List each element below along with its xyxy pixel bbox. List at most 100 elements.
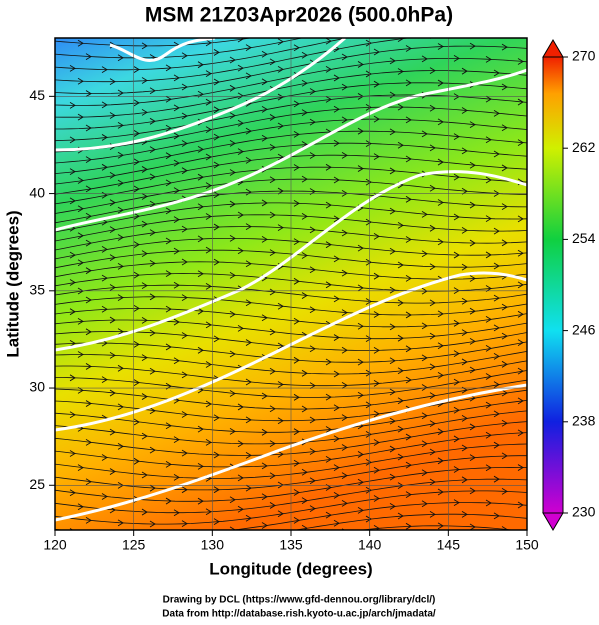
flow-arrow xyxy=(429,184,436,192)
flow-arrow xyxy=(341,346,348,354)
flow-arrow xyxy=(421,130,428,138)
flow-arrow xyxy=(301,109,308,117)
y-tick-label: 35 xyxy=(29,282,45,298)
flow-arrow xyxy=(166,31,171,37)
flow-arrow xyxy=(421,55,428,63)
flow-arrow xyxy=(165,270,172,278)
flow-arrow xyxy=(429,104,436,112)
flow-arrow xyxy=(293,356,300,364)
flow-arrow xyxy=(461,107,468,114)
flow-arrow xyxy=(470,7,475,13)
flow-arrow xyxy=(117,442,124,450)
flow-arrow xyxy=(333,295,340,303)
flow-arrow xyxy=(309,266,316,274)
flow-arrow xyxy=(117,403,124,411)
flow-arrow xyxy=(501,124,508,132)
flow-arrow xyxy=(261,522,268,529)
flow-arrow xyxy=(181,52,188,60)
flow-arrow xyxy=(197,203,204,211)
flow-arrow xyxy=(165,343,172,351)
flow-arrow xyxy=(110,543,115,549)
flow-arrow xyxy=(141,282,148,289)
flow-arrow xyxy=(493,441,500,449)
flow-arrow xyxy=(421,469,428,477)
contour-line xyxy=(55,271,527,432)
flow-arrow xyxy=(213,414,220,422)
flow-arrow xyxy=(389,388,396,396)
flow-arrow xyxy=(197,307,204,315)
flow-arrow xyxy=(205,321,212,329)
flow-arrow xyxy=(517,215,524,223)
flow-arrow xyxy=(462,31,467,37)
flow-arrow xyxy=(117,151,124,159)
flow-arrow xyxy=(309,448,316,455)
flow-arrow xyxy=(149,259,156,267)
flow-arrow xyxy=(165,64,172,72)
flow-arrow xyxy=(69,374,76,382)
flow-arrow xyxy=(197,145,204,153)
flow-arrow xyxy=(501,360,508,368)
flow-arrow xyxy=(309,152,316,159)
flow-arrow xyxy=(277,224,284,232)
flow-arrow xyxy=(245,127,252,135)
flow-arrow xyxy=(333,215,340,223)
flow-arrow xyxy=(397,367,404,375)
flow-arrow xyxy=(261,106,268,113)
flow-arrow xyxy=(341,151,348,159)
flow-arrow xyxy=(70,27,75,33)
flow-arrow xyxy=(357,244,364,252)
flow-arrow xyxy=(277,93,284,101)
flow-arrow xyxy=(85,328,92,336)
flow-arrow xyxy=(373,524,380,530)
flow-arrow xyxy=(173,318,180,326)
flow-arrow xyxy=(85,517,92,524)
flow-arrow xyxy=(117,54,124,62)
flow-arrow xyxy=(517,429,524,437)
flow-arrow xyxy=(485,55,492,63)
flow-arrow xyxy=(261,493,268,501)
flow-arrow xyxy=(229,84,236,92)
flow-arrow xyxy=(101,134,108,141)
flow-arrow xyxy=(237,403,244,411)
flow-arrow xyxy=(85,438,92,446)
flow-arrow xyxy=(229,496,236,504)
flow-arrow xyxy=(237,474,244,482)
flow-arrow xyxy=(109,112,116,119)
flow-arrow xyxy=(181,486,188,494)
flow-arrow xyxy=(358,38,359,39)
flow-arrow xyxy=(277,417,284,425)
flow-arrow xyxy=(501,332,508,340)
flow-arrow xyxy=(277,65,284,73)
flow-arrow xyxy=(389,473,396,481)
flow-arrow xyxy=(397,222,404,229)
flow-arrow xyxy=(181,167,188,175)
x-tick-label: 150 xyxy=(515,537,539,553)
flow-arrow xyxy=(373,153,380,161)
flow-arrow xyxy=(261,134,268,142)
flow-arrow xyxy=(77,205,84,213)
flow-arrow xyxy=(245,378,252,386)
flow-arrow xyxy=(453,319,460,327)
colorbar-min-arrow xyxy=(542,512,564,531)
flow-arrow xyxy=(453,350,460,357)
flow-arrow xyxy=(173,436,180,444)
flow-arrow xyxy=(213,78,220,86)
flow-arrow xyxy=(453,251,460,259)
flow-arrow xyxy=(229,200,236,208)
flow-arrow xyxy=(69,102,76,109)
flow-arrow xyxy=(245,299,252,307)
flow-arrow xyxy=(437,310,444,318)
flow-arrow xyxy=(301,51,308,59)
flow-arrow xyxy=(197,497,204,505)
flow-arrow xyxy=(309,382,316,390)
flow-arrow xyxy=(261,50,268,58)
flow-arrow xyxy=(365,430,372,438)
flow-arrow xyxy=(293,164,300,171)
flow-arrow xyxy=(333,435,340,443)
flow-arrow xyxy=(373,80,380,88)
flow-arrow xyxy=(270,530,275,536)
flow-arrow xyxy=(485,373,492,380)
flow-arrow xyxy=(261,165,268,173)
flow-arrow xyxy=(501,419,508,427)
flow-arrow xyxy=(341,309,348,316)
